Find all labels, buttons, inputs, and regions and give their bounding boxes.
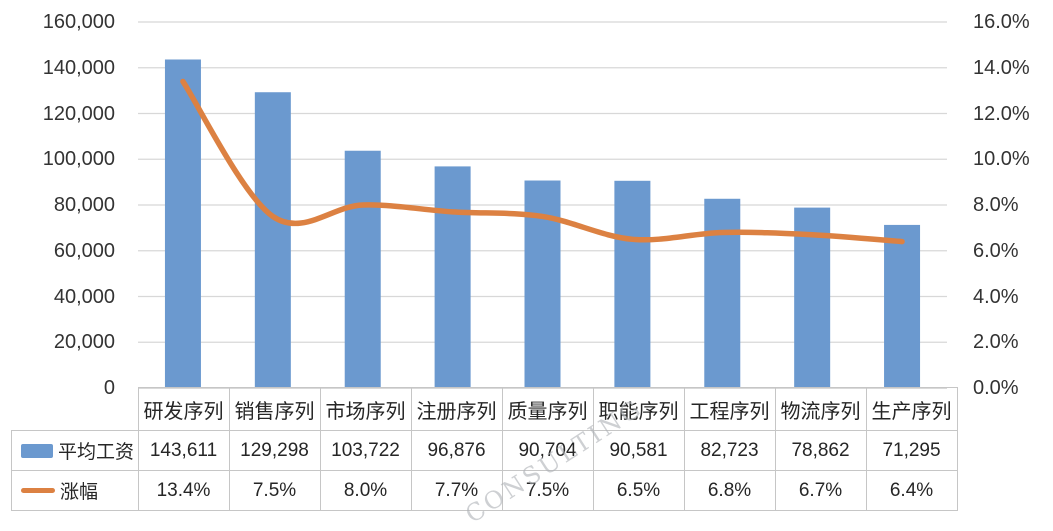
bar xyxy=(524,180,561,388)
salary-value-cell: 129,298 xyxy=(228,430,321,471)
bar xyxy=(344,150,381,388)
axis-tick-label: 160,000 xyxy=(42,11,115,33)
axis-tick-label: 0 xyxy=(103,377,115,399)
bar xyxy=(614,180,651,388)
growth-value-cell: 6.8% xyxy=(683,470,776,511)
salary-value-cell: 96,876 xyxy=(410,430,503,471)
legend-label: 涨幅 xyxy=(60,482,99,503)
axis-tick-label: 16.0% xyxy=(973,11,1030,33)
growth-value-cell: 8.0% xyxy=(319,470,412,511)
legend-label: 平均工资 xyxy=(58,442,135,463)
growth-value-cell: 7.5% xyxy=(501,470,594,511)
growth-value-cell: 13.4% xyxy=(137,470,230,511)
line-legend-icon xyxy=(21,488,55,493)
growth-value-cell: 6.4% xyxy=(865,470,958,511)
growth-value-cell: 7.7% xyxy=(410,470,503,511)
salary-value-cell: 103,722 xyxy=(319,430,412,471)
bar xyxy=(254,92,291,388)
axis-tick-label: 140,000 xyxy=(42,56,115,79)
growth-row: 涨幅 13.4% 7.5% 8.0% 7.7% 7.5% 6.5% 6.8% 6.7% 6.4% xyxy=(11,470,958,511)
axis-tick-label: 120,000 xyxy=(42,102,115,125)
legend-cell: 涨幅 xyxy=(11,470,139,511)
table-corner-spacer xyxy=(12,388,139,431)
salary-value-cell: 90,704 xyxy=(501,430,594,471)
bar xyxy=(164,59,201,388)
axis-tick-label: 8.0% xyxy=(973,194,1019,216)
axis-tick-label: 4.0% xyxy=(973,285,1019,308)
category-cell: 注册序列 xyxy=(410,387,503,431)
category-cell: 生产序列 xyxy=(865,387,958,431)
category-cell: 职能序列 xyxy=(592,387,685,431)
axis-tick-label: 20,000 xyxy=(53,331,115,354)
category-row: 研发序列 销售序列 市场序列 注册序列 质量序列 职能序列 工程序列 物流序列 生产序列 xyxy=(12,387,958,431)
growth-line xyxy=(180,78,905,245)
legend-key: 平均工资 xyxy=(12,437,137,464)
salary-value-cell: 78,862 xyxy=(774,430,867,471)
category-cell: 市场序列 xyxy=(319,387,412,431)
category-cell: 物流序列 xyxy=(774,387,867,431)
axis-tick-label: 80,000 xyxy=(53,194,115,216)
data-table: 研发序列 销售序列 市场序列 注册序列 质量序列 职能序列 工程序列 物流序列 生产序列 平均工资… xyxy=(11,387,958,511)
axis-tick-label: 2.0% xyxy=(973,331,1019,354)
axis-tick-label: 60,000 xyxy=(53,239,115,262)
growth-value-cell: 6.5% xyxy=(592,470,685,511)
axis-tick-label: 6.0% xyxy=(973,239,1019,262)
bar-legend-icon xyxy=(21,443,53,458)
axis-tick-label: 100,000 xyxy=(42,148,115,171)
growth-value-cell: 6.7% xyxy=(774,470,867,511)
category-cell: 研发序列 xyxy=(137,387,230,431)
salary-value-cell: 82,723 xyxy=(683,430,776,471)
category-cell: 销售序列 xyxy=(228,387,321,431)
category-cell: 质量序列 xyxy=(501,387,594,431)
axis-tick-label: 10.0% xyxy=(973,148,1030,171)
salary-value-cell: 143,611 xyxy=(137,430,230,471)
bar xyxy=(704,198,741,388)
axis-tick-label: 14.0% xyxy=(973,56,1030,79)
category-cell: 工程序列 xyxy=(683,387,776,431)
axis-tick-label: 0.0% xyxy=(973,377,1019,399)
axis-tick-label: 12.0% xyxy=(973,102,1030,125)
growth-value-cell: 7.5% xyxy=(228,470,321,511)
salary-value-cell: 71,295 xyxy=(865,430,958,471)
salary-row: 平均工资 143,611 129,298 103,722 96,876 90,704 90,… xyxy=(11,430,958,471)
salary-value-cell: 90,581 xyxy=(592,430,685,471)
bar xyxy=(434,166,471,388)
axis-tick-label: 40,000 xyxy=(53,285,115,308)
legend-key: 涨幅 xyxy=(12,477,137,504)
legend-cell: 平均工资 xyxy=(11,430,139,471)
bar xyxy=(884,224,921,388)
